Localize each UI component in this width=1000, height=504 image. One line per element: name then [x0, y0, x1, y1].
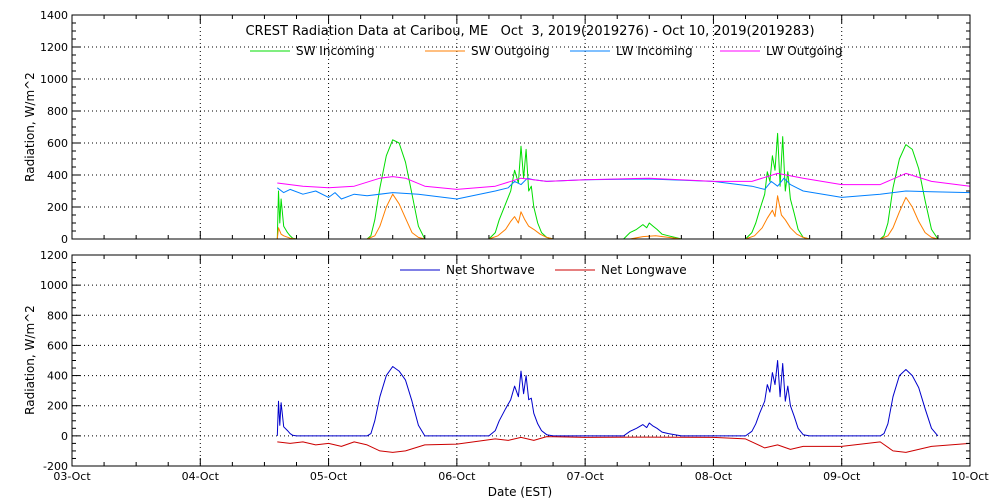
series-line-net-shortwave — [276, 360, 939, 437]
x-tick-label: 10-Oct — [951, 470, 989, 483]
series-layer — [276, 132, 971, 453]
text-layer: CREST Radiation Data at Caribou, ME Oct … — [23, 9, 989, 499]
y-tick-label: 800 — [47, 105, 68, 118]
y-tick-label: 1200 — [40, 41, 68, 54]
series-line-sw-outgoing — [276, 193, 939, 240]
series-line-net-longwave — [277, 436, 971, 453]
legend-label: LW Outgoing — [766, 44, 843, 58]
grid-layer — [72, 15, 970, 466]
x-tick-label: 03-Oct — [53, 470, 91, 483]
legend-label: SW Outgoing — [471, 44, 550, 58]
series-line-lw-outgoing — [277, 172, 971, 190]
x-tick-label: 04-Oct — [182, 470, 220, 483]
frame-layer — [71, 14, 971, 467]
x-axis-label: Date (EST) — [488, 485, 552, 499]
y-tick-label: 200 — [47, 201, 68, 214]
legend-label: Net Shortwave — [446, 263, 535, 277]
legend-label: Net Longwave — [601, 263, 687, 277]
x-tick-label: 08-Oct — [695, 470, 733, 483]
legend-label: SW Incoming — [296, 44, 375, 58]
series-line-sw-incoming — [276, 132, 939, 240]
y-tick-label: 200 — [47, 400, 68, 413]
y-tick-label: 1000 — [40, 279, 68, 292]
y-tick-label: 1400 — [40, 9, 68, 22]
y-tick-label: 400 — [47, 169, 68, 182]
y-tick-label: 600 — [47, 339, 68, 352]
x-tick-label: 05-Oct — [310, 470, 348, 483]
y-axis-label-top: Radiation, W/m^2 — [23, 72, 37, 182]
y-axis-label-bottom: Radiation, W/m^2 — [23, 305, 37, 415]
y-tick-label: 0 — [61, 233, 68, 246]
y-tick-label: 400 — [47, 370, 68, 383]
y-tick-label: 1000 — [40, 73, 68, 86]
chart-title: CREST Radiation Data at Caribou, ME Oct … — [245, 24, 814, 39]
plot-frame — [71, 254, 971, 467]
y-tick-label: -200 — [43, 460, 68, 473]
x-tick-label: 07-Oct — [566, 470, 604, 483]
y-tick-label: 600 — [47, 137, 68, 150]
x-tick-label: 09-Oct — [823, 470, 861, 483]
y-tick-label: 1200 — [40, 249, 68, 262]
legend-label: LW Incoming — [616, 44, 693, 58]
y-tick-label: 800 — [47, 309, 68, 322]
y-tick-label: 0 — [61, 430, 68, 443]
x-tick-label: 06-Oct — [438, 470, 476, 483]
